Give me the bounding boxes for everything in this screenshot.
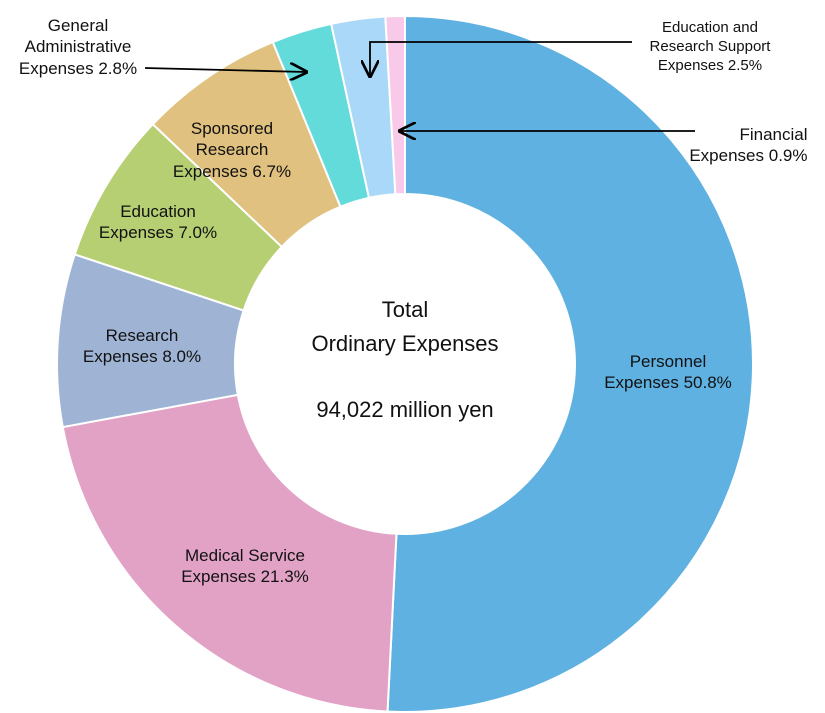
slice-label: Research Expenses 8.0% (80, 325, 205, 368)
category-name: Education Expenses (98, 201, 196, 242)
slice-label: Education and Research Support Expenses … (643, 19, 778, 75)
slice-label: Personnel Expenses 50.8% (601, 351, 736, 394)
category-name: Medical Service Expenses (181, 545, 305, 586)
slice-label: Education Expenses 7.0% (96, 201, 221, 244)
value-label: 6.7% (252, 161, 292, 181)
center-title: Total (381, 297, 429, 322)
value-label: 50.8% (683, 373, 732, 392)
slice-label: Medical Service Expenses 21.3% (175, 545, 315, 588)
slice (61, 393, 398, 713)
category-name: Sponsored Research Expenses (172, 119, 274, 181)
category-name: Personnel Expenses (604, 351, 707, 392)
value-label: 8.0% (162, 347, 202, 366)
value-label: 0.9% (768, 146, 808, 165)
slice (386, 14, 754, 713)
value-label: 21.3% (260, 567, 309, 586)
category-name: Financial Expenses (689, 124, 808, 165)
slice-label: Sponsored Research Expenses 6.7% (170, 118, 295, 182)
category-name: Education and Research Support Expenses (649, 18, 771, 74)
value-label: 7.0% (178, 223, 218, 242)
callout-arrow (370, 41, 632, 76)
slices (56, 14, 754, 713)
center-total: 94,022 million yen (316, 397, 494, 422)
slice (384, 14, 406, 196)
callout-arrow (144, 68, 306, 72)
slice-label: General Administrative Expenses 2.8% (16, 15, 141, 79)
center-title: Ordinary Expenses (311, 331, 499, 356)
value-label: 2.5% (727, 56, 763, 74)
value-label: 2.8% (98, 58, 138, 78)
slice-label: Financial Expenses 0.9% (683, 124, 808, 167)
category-name: Research Expenses (82, 325, 179, 366)
category-name: General Administrative Expenses (18, 16, 132, 78)
